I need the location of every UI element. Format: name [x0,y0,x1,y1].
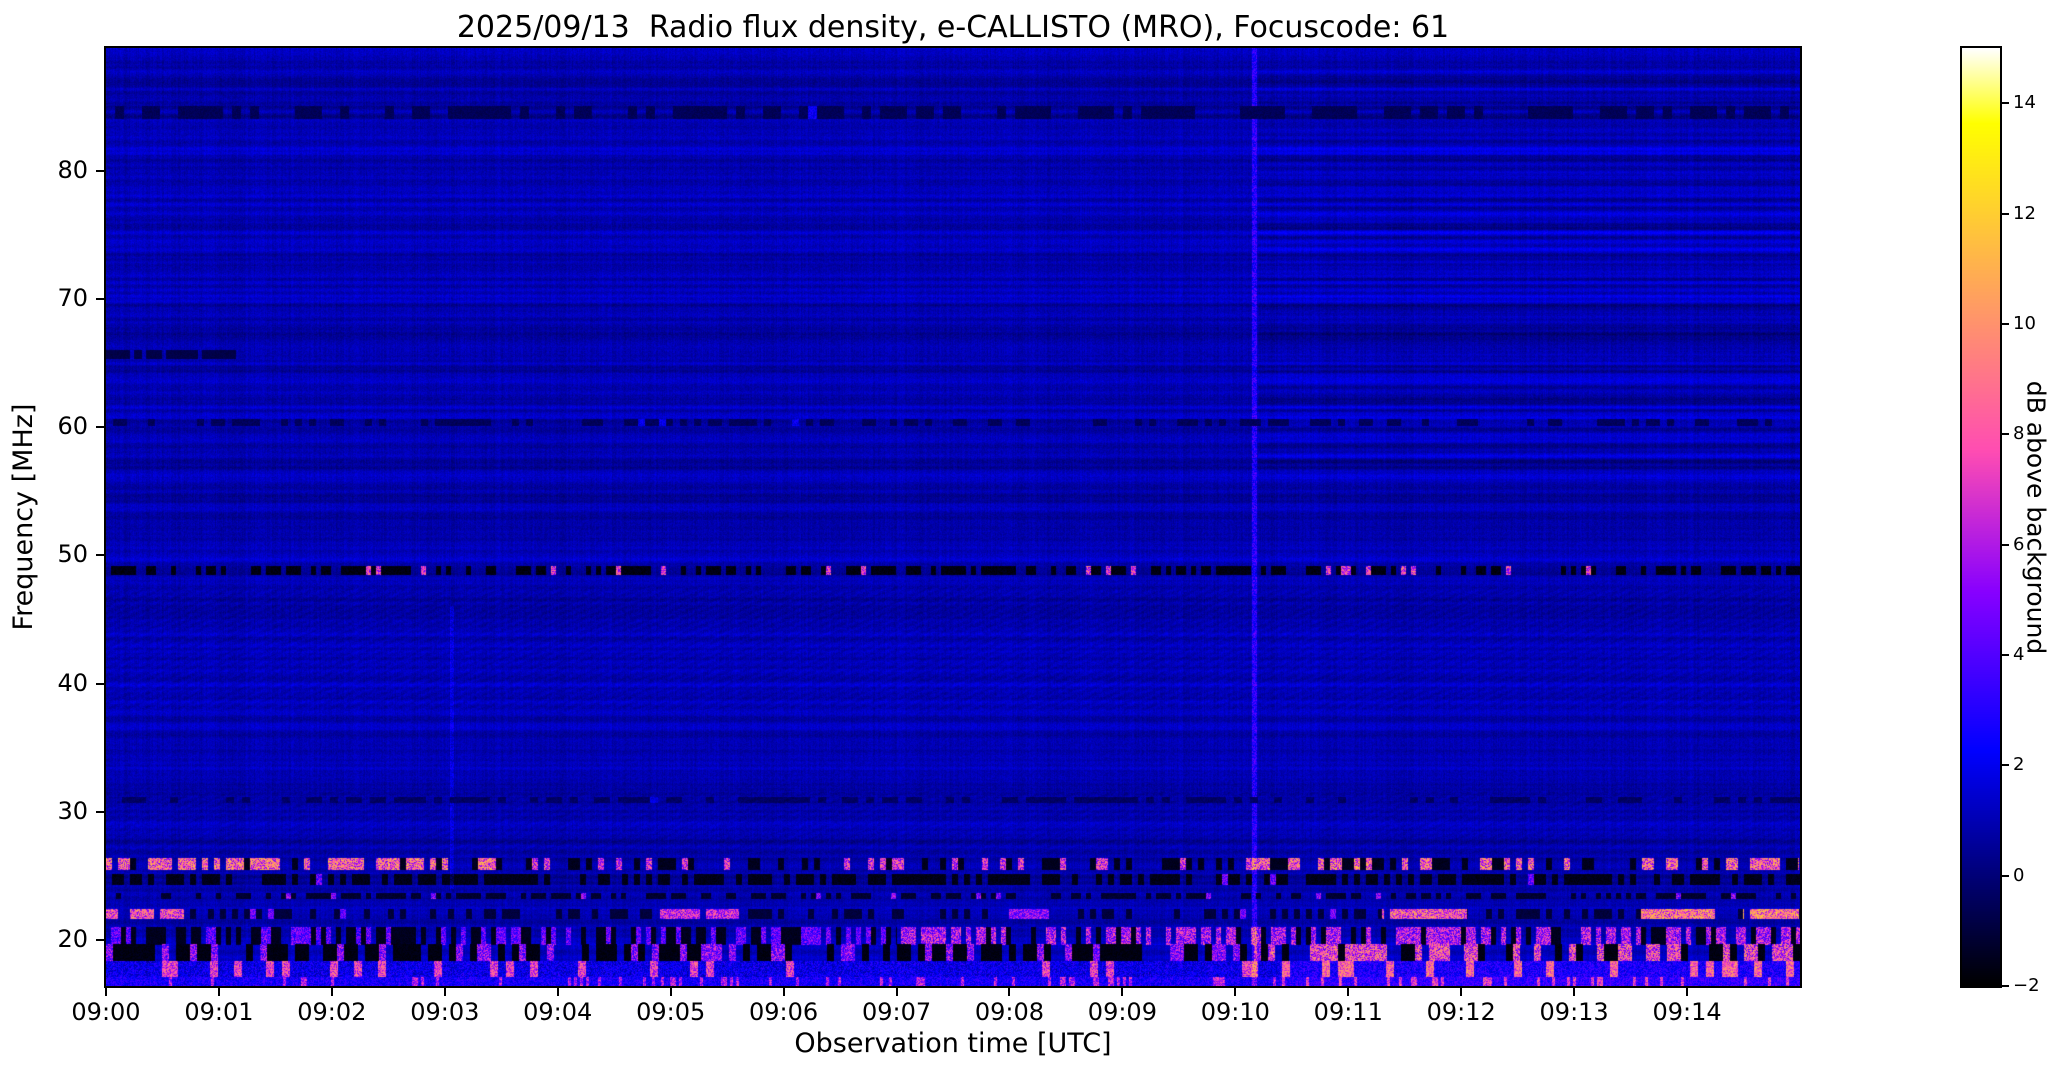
y-tick-mark [96,170,104,173]
y-tick-label: 70 [57,284,88,313]
x-tick-mark [1008,988,1011,996]
x-tick-mark [1121,988,1124,996]
x-tick-label: 09:06 [749,998,819,1026]
colorbar-tick-label: −2 [2013,975,2040,996]
x-tick-mark [556,988,559,996]
x-tick-label: 09:03 [410,998,480,1026]
x-tick-label: 09:08 [974,998,1045,1026]
x-tick-label: 09:10 [1200,998,1270,1026]
x-axis-label: Observation time [UTC] [794,1028,1112,1059]
colorbar-tick-mark [2002,322,2009,325]
y-tick-mark [96,554,104,557]
colorbar-tick-label: 2 [2013,754,2025,776]
colorbar-tick-mark [2002,874,2009,877]
x-tick-mark [1573,988,1576,996]
chart-title: 2025/09/13 Radio flux density, e-CALLIST… [456,10,1450,45]
colorbar-tick-label: 14 [2013,92,2036,114]
x-tick-mark [443,988,446,996]
y-tick-mark [96,682,104,685]
colorbar-label: dB above background [2021,380,2047,655]
y-tick-mark [96,810,104,813]
x-tick-mark [330,988,333,996]
x-tick-label: 09:12 [1426,998,1496,1026]
colorbar-tick-mark [2002,653,2009,656]
colorbar-tick-mark [2002,543,2009,546]
colorbar-tick-mark [2002,102,2009,105]
x-tick-label: 09:04 [523,998,593,1026]
colorbar-tick-label: 8 [2013,423,2025,445]
x-tick-mark [1686,988,1689,996]
y-tick-label: 80 [57,156,88,185]
x-tick-label: 09:14 [1652,998,1722,1026]
y-tick-label: 60 [57,412,88,441]
colorbar-tick-label: 6 [2013,533,2025,555]
colorbar-tick-mark [2002,764,2009,767]
y-tick-label: 20 [57,924,88,953]
x-tick-label: 09:13 [1539,998,1609,1026]
x-tick-mark [895,988,898,996]
x-tick-mark [1460,988,1463,996]
y-tick-label: 40 [57,668,88,697]
x-tick-mark [1234,988,1237,996]
x-tick-mark [669,988,672,996]
y-tick-mark [96,938,104,941]
colorbar-tick-label: 4 [2013,643,2025,665]
x-tick-mark [782,988,785,996]
y-tick-mark [96,298,104,301]
x-tick-label: 09:02 [297,998,367,1026]
x-tick-label: 09:05 [636,998,706,1026]
colorbar-tick-mark [2002,212,2009,215]
colorbar-gradient [1962,48,2000,986]
colorbar-tick-mark [2002,985,2009,987]
y-tick-label: 50 [57,540,88,569]
colorbar-tick-mark [2002,433,2009,436]
x-tick-mark [217,988,220,996]
colorbar-tick-label: 0 [2013,864,2025,886]
colorbar-tick-label: 10 [2013,312,2036,334]
x-tick-label: 09:07 [861,998,932,1026]
x-tick-mark [1347,988,1350,996]
x-tick-label: 09:11 [1313,998,1383,1026]
x-tick-label: 09:09 [1087,998,1157,1026]
x-tick-label: 09:00 [71,998,141,1026]
x-tick-label: 09:01 [184,998,254,1026]
y-tick-label: 30 [57,796,88,825]
x-tick-mark [105,988,107,996]
colorbar-tick-label: 12 [2013,202,2036,224]
y-tick-mark [96,426,104,429]
spectrogram-canvas [106,48,1800,986]
